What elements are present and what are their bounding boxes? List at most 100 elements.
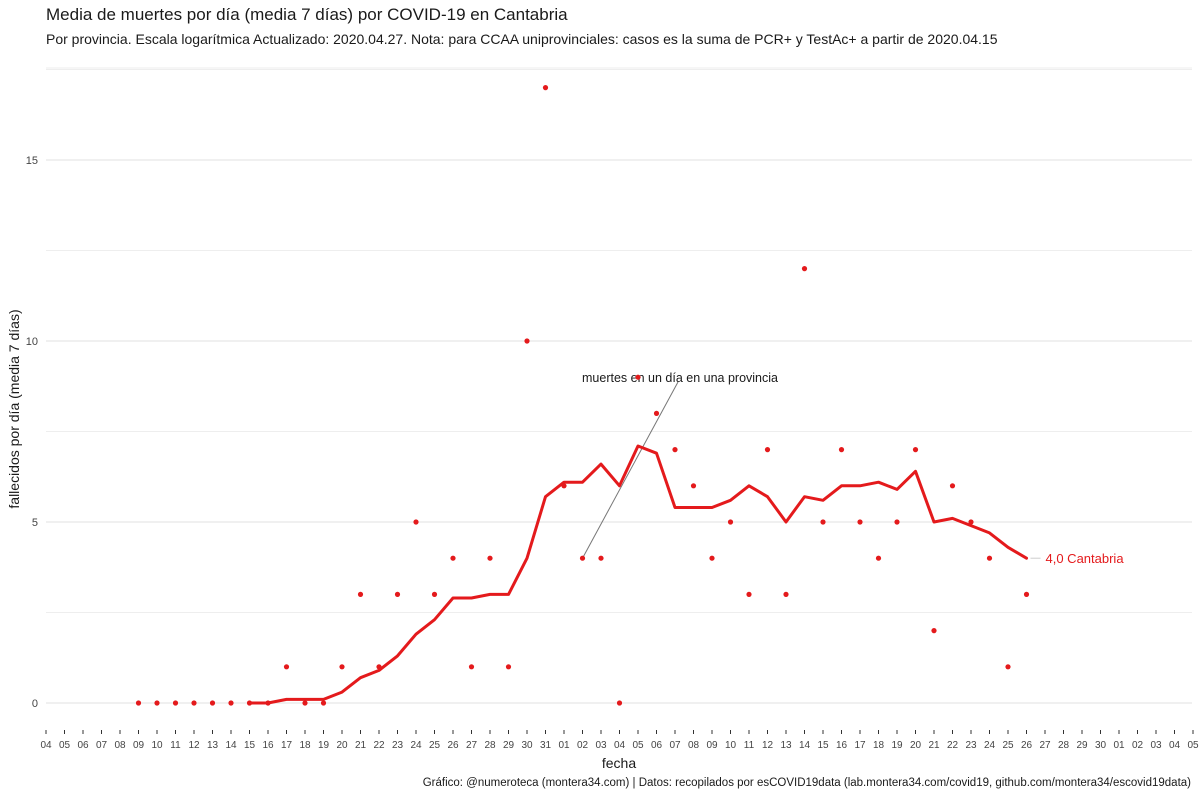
y-axis-title: fallecidos por día (media 7 días) bbox=[6, 309, 22, 508]
scatter-point bbox=[487, 555, 493, 561]
x-tick-label: 17 bbox=[854, 740, 866, 751]
x-tick-label: 28 bbox=[484, 740, 496, 751]
x-tick-label: 22 bbox=[373, 740, 385, 751]
x-tick-label: 05 bbox=[632, 740, 644, 751]
x-tick-label: 19 bbox=[891, 740, 903, 751]
x-tick-label: 15 bbox=[244, 740, 256, 751]
x-tick-label: 23 bbox=[392, 740, 404, 751]
scatter-point bbox=[931, 628, 937, 634]
x-tick-label: 01 bbox=[558, 740, 570, 751]
x-tick-label: 05 bbox=[1187, 740, 1199, 751]
scatter-point bbox=[690, 483, 697, 489]
series-line-cantabria bbox=[248, 444, 1028, 705]
x-tick-label: 02 bbox=[1132, 740, 1144, 751]
x-tick-label: 26 bbox=[1021, 740, 1033, 751]
x-tick-label: 06 bbox=[77, 740, 89, 751]
scatter-point bbox=[283, 664, 290, 670]
scatter-point bbox=[228, 700, 234, 706]
scatter-point bbox=[135, 700, 142, 706]
scatter-point bbox=[524, 338, 530, 344]
x-tick-label: 17 bbox=[281, 740, 293, 751]
scatter-point bbox=[857, 519, 863, 525]
x-tick-label: 23 bbox=[965, 740, 977, 751]
x-tick-label: 19 bbox=[318, 740, 330, 751]
end-label: 4,0 Cantabria bbox=[1046, 551, 1125, 566]
y-tick-label: 15 bbox=[26, 155, 38, 167]
scatter-point bbox=[265, 700, 271, 706]
x-tick-label: 13 bbox=[207, 740, 219, 751]
x-tick-label: 08 bbox=[688, 740, 700, 751]
x-tick-label: 04 bbox=[40, 740, 52, 751]
x-tick-label: 13 bbox=[780, 740, 792, 751]
grid-lines bbox=[46, 67, 1192, 704]
x-tick-label: 15 bbox=[817, 740, 829, 751]
scatter-point bbox=[820, 519, 826, 525]
x-tick-label: 20 bbox=[910, 740, 922, 751]
x-tick-label: 28 bbox=[1058, 740, 1070, 751]
scatter-point bbox=[357, 591, 364, 598]
x-tick-label: 18 bbox=[299, 740, 311, 751]
x-tick-label: 24 bbox=[410, 740, 422, 751]
x-tick-label: 18 bbox=[873, 740, 885, 751]
x-tick-label: 29 bbox=[503, 740, 515, 751]
scatter-point bbox=[542, 85, 549, 91]
x-tick-label: 04 bbox=[614, 740, 626, 751]
x-tick-label: 26 bbox=[447, 740, 459, 751]
x-tick-label: 11 bbox=[744, 740, 755, 751]
y-tick-label: 10 bbox=[26, 336, 38, 348]
x-tick-label: 09 bbox=[133, 740, 145, 751]
x-axis-title: fecha bbox=[602, 755, 636, 771]
scatter-point bbox=[709, 555, 715, 561]
x-axis-ticks: 04 05 06 07 08 09 10 11 12 13 14 15 16 17 18 19 20 21 22 23… bbox=[40, 730, 1199, 751]
x-tick-label: 20 bbox=[336, 740, 348, 751]
x-tick-label: 21 bbox=[355, 740, 367, 751]
annotation-line bbox=[582, 381, 679, 559]
scatter-point bbox=[801, 266, 808, 272]
x-tick-label: 03 bbox=[1150, 740, 1162, 751]
scatter-point bbox=[764, 447, 771, 453]
scatter-point bbox=[616, 700, 623, 706]
scatter-point bbox=[579, 555, 586, 561]
scatter-point bbox=[413, 519, 419, 525]
scatter-point bbox=[154, 700, 160, 706]
scatter-point bbox=[246, 700, 253, 706]
y-tick-label: 0 bbox=[32, 698, 38, 710]
x-tick-label: 16 bbox=[262, 740, 274, 751]
x-tick-label: 16 bbox=[836, 740, 848, 751]
x-tick-label: 31 bbox=[540, 740, 552, 751]
end-label-layer: 4,0 Cantabria bbox=[1030, 551, 1125, 566]
x-tick-label: 01 bbox=[1113, 740, 1125, 751]
x-tick-label: 08 bbox=[114, 740, 126, 751]
scatter-point bbox=[635, 374, 641, 380]
scatter-point bbox=[191, 700, 197, 706]
scatter-point bbox=[653, 410, 660, 416]
scatter-point bbox=[727, 519, 734, 525]
x-tick-label: 07 bbox=[669, 740, 681, 751]
y-tick-label: 5 bbox=[32, 517, 38, 529]
scatter-point bbox=[376, 664, 382, 670]
scatter-point bbox=[505, 664, 512, 670]
y-axis-ticks: 0 5 10 15 bbox=[26, 155, 38, 710]
scatter-point bbox=[875, 555, 882, 561]
x-tick-label: 30 bbox=[521, 740, 533, 751]
x-tick-label: 21 bbox=[928, 740, 940, 751]
x-tick-label: 27 bbox=[466, 740, 478, 751]
x-tick-label: 30 bbox=[1095, 740, 1107, 751]
x-tick-label: 02 bbox=[577, 740, 589, 751]
scatter-point bbox=[968, 519, 974, 525]
scatter-point bbox=[986, 555, 993, 561]
x-tick-label: 22 bbox=[947, 740, 959, 751]
scatter-point bbox=[320, 700, 327, 706]
x-tick-label: 09 bbox=[706, 740, 718, 751]
x-tick-label: 12 bbox=[188, 740, 200, 751]
chart-title: Media de muertes por día (media 7 días) … bbox=[46, 5, 568, 24]
x-tick-label: 14 bbox=[799, 740, 811, 751]
scatter-point bbox=[1005, 664, 1011, 670]
series-line-layer bbox=[248, 444, 1028, 705]
x-tick-label: 27 bbox=[1039, 740, 1051, 751]
x-tick-label: 25 bbox=[1002, 740, 1014, 751]
scatter-point bbox=[172, 700, 179, 706]
scatter-point bbox=[431, 591, 438, 598]
x-tick-label: 14 bbox=[225, 740, 237, 751]
